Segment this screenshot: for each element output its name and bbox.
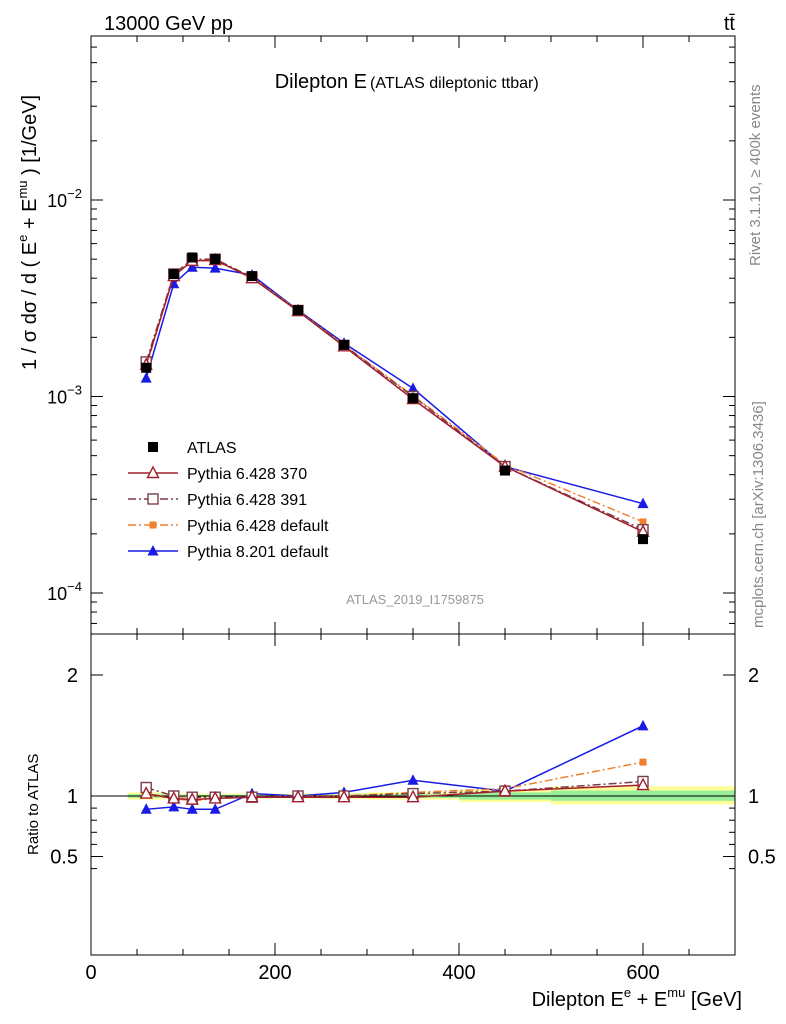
mcplots-label: mcplots.cern.ch [arXiv:1306.3436]	[750, 401, 767, 628]
legend-marker	[147, 493, 159, 505]
main-pythia-8-201-default-point	[186, 261, 198, 272]
ratio-xtick-label: 600	[626, 962, 659, 984]
ratio-pythia-6-428-370-point	[208, 790, 222, 804]
ratio-pythia-8-201-default-point	[168, 800, 180, 812]
ratio-pythia-8-201-default-point	[407, 774, 419, 785]
legend-marker	[147, 545, 159, 556]
main-pythia-6-428-391-series-line	[145, 258, 644, 531]
ratio-pythia-6-428-370-point	[245, 789, 259, 803]
ratio-pythia-6-428-370-series-line	[146, 784, 644, 801]
ratio-ytick-label-left: 0.5	[50, 847, 78, 869]
ratio-ytick-label-right: 0.5	[748, 847, 776, 869]
main-pythia-8-201-default-series-line	[145, 266, 644, 505]
main-atlas-point	[500, 465, 510, 476]
ratio-ytick-label-left: 1	[67, 786, 78, 808]
legend-marker	[148, 442, 158, 452]
legend-label: Pythia 6.428 default	[187, 518, 329, 535]
main-atlas-point	[187, 252, 198, 263]
ratio-pythia-8-201-default-series-line	[146, 725, 644, 811]
ratio-xlabel: Dilepton Ee + Emu [GeV]	[532, 985, 742, 1011]
main-atlas-point	[339, 339, 349, 350]
ratio-ylabel: Ratio to ATLAS	[25, 754, 42, 855]
ratio-pythia-6-428-370-point	[636, 777, 650, 791]
process-label: tt̄	[724, 13, 736, 35]
analysis-watermark: ATLAS_2019_I1759875	[346, 592, 484, 607]
legend: ATLAS Pythia 6.428 370 Pythia 6.428 391 Pyt…	[128, 440, 329, 561]
main-atlas-point	[168, 269, 179, 280]
main-pythia-6-428-default-series	[142, 257, 647, 526]
ratio-ytick-label-left: 2	[67, 665, 78, 687]
main-subtitle: (ATLAS dileptonic ttbar)	[370, 75, 539, 92]
legend-item: Pythia 6.428 391	[128, 492, 307, 509]
ratio-pythia-6-428-370-point	[291, 789, 305, 803]
ratio-xtick-label: 400	[442, 962, 475, 984]
main-atlas-point	[638, 534, 648, 545]
ratio-pythia-6-428-370-point	[406, 789, 420, 803]
ratio-pythia-6-428-370-point	[185, 792, 199, 805]
collision-label: 13000 GeV pp	[104, 13, 233, 35]
ratio-panel: 0.5 0.5 1 1 2 2 0 200 400 600 Ratio to ATLAS Dile…	[25, 633, 776, 1011]
ratio-ytick-label-right: 1	[748, 786, 759, 808]
main-ytick-label: 10−3	[47, 383, 82, 408]
main-pythia-6-428-default-point	[639, 518, 647, 526]
legend-item: Pythia 6.428 370	[128, 465, 307, 483]
ratio-ytick-label-right: 2	[748, 665, 759, 687]
rivet-label: Rivet 3.1.10, ≥ 400k events	[747, 84, 764, 266]
legend-label: ATLAS	[187, 440, 237, 457]
main-atlas-point	[141, 362, 152, 373]
ratio-pythia-6-428-default-point	[639, 758, 647, 766]
main-atlas-point	[210, 254, 221, 265]
ratio-xtick-label: 200	[258, 962, 291, 984]
main-pythia-8-201-default-point	[209, 262, 221, 273]
legend-label: Pythia 6.428 391	[187, 492, 307, 509]
ratio-pythia-6-428-370-point	[498, 783, 512, 797]
ratio-pythia-8-201-default-point	[209, 803, 221, 814]
legend-item: Pythia 6.428 default	[128, 518, 329, 535]
ratio-pythia-6-428-370-point	[337, 789, 351, 803]
main-atlas-point	[408, 393, 418, 404]
main-pythia-8-201-default-point	[407, 382, 419, 393]
ratio-pythia-8-201-default-point	[140, 803, 152, 814]
legend-item: Pythia 8.201 default	[128, 544, 329, 561]
ratio-pythia-6-428-370-point	[167, 790, 181, 804]
ratio-pythia-8-201-default-point	[186, 803, 198, 814]
main-ylabel: 1 / σ dσ / d ( Ee + Emu ) [1/GeV]	[15, 95, 41, 370]
main-atlas-point	[247, 271, 257, 282]
legend-item: ATLAS	[148, 440, 237, 457]
ratio-frame	[90, 633, 736, 956]
main-pythia-6-428-370-series-line	[145, 259, 644, 533]
main-ytick-label: 10−4	[47, 579, 82, 604]
main-ytick-label: 10−2	[47, 186, 82, 211]
legend-marker	[149, 521, 157, 529]
legend-marker	[146, 465, 160, 479]
main-atlas-point	[293, 305, 303, 316]
ratio-pythia-8-201-default-point	[637, 719, 649, 731]
legend-label: Pythia 8.201 default	[187, 544, 329, 561]
main-pythia-8-201-default-point	[140, 372, 152, 383]
main-pythia-8-201-default-point	[637, 497, 649, 509]
main-panel: 10−4 10−3 10−2 Dilepton E (ATLAS dileptoni…	[15, 35, 736, 635]
ratio-xtick-label: 0	[85, 962, 96, 984]
ratio-pythia-6-428-370-series	[139, 777, 650, 805]
main-atlas-series	[141, 252, 648, 545]
ratio-pythia-6-428-370-point	[139, 786, 153, 799]
legend-label: Pythia 6.428 370	[187, 466, 307, 483]
main-title: Dilepton E	[275, 71, 367, 93]
